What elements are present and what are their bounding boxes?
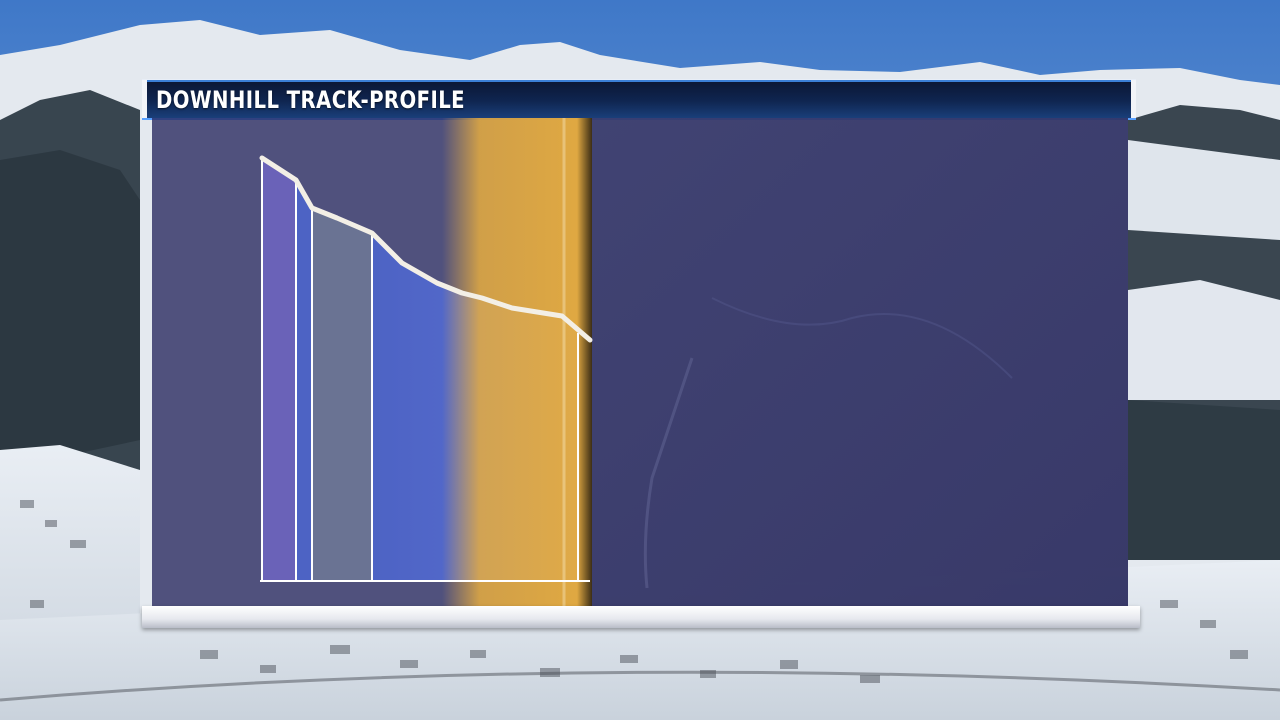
track-profile-panel <box>152 118 1128 606</box>
ski-run-path <box>643 357 694 589</box>
elevation-profile-line <box>259 155 593 343</box>
bottom-bar <box>142 606 1140 628</box>
profile-section-3 <box>312 208 372 580</box>
highlight-zone <box>442 118 592 606</box>
profile-section-1 <box>262 158 296 580</box>
title-bar: DOWNHILL TRACK-PROFILE <box>142 80 1136 120</box>
aerial-terrain <box>592 118 1128 606</box>
track-profile-graphic <box>259 118 1128 606</box>
profile-section-2 <box>296 178 312 580</box>
page-title: DOWNHILL TRACK-PROFILE <box>156 86 466 114</box>
